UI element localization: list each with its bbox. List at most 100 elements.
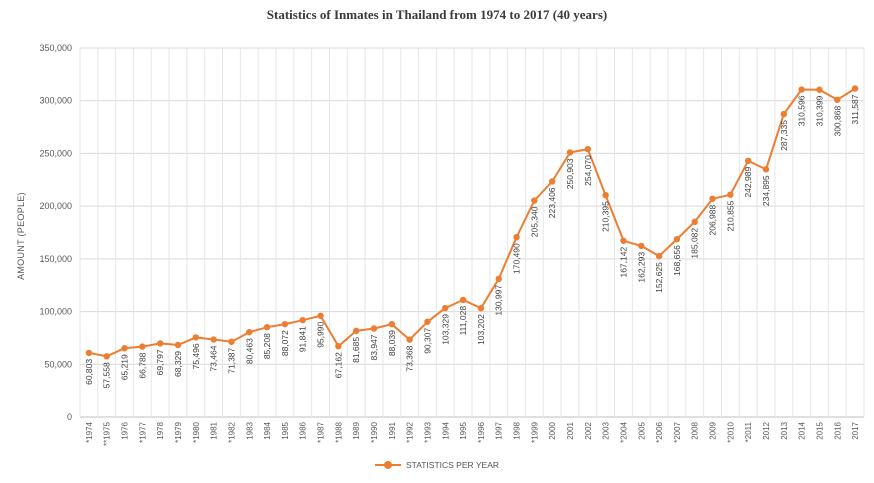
y-tick-labels: 0 50,000 100,000 150,000 200,000 250,000 300,0… (39, 43, 72, 422)
data-label: 60,803 (84, 359, 94, 385)
y-tick-label: 50,000 (44, 359, 72, 369)
x-tick-label: 1998 (513, 421, 522, 439)
data-point (442, 304, 449, 312)
data-label: 310,596 (797, 95, 807, 126)
data-label: 71,387 (226, 347, 236, 373)
x-tick-label: 1989 (352, 421, 361, 439)
data-point (566, 149, 574, 156)
data-point (335, 342, 342, 350)
data-label: 250,903 (565, 158, 575, 189)
data-label: 57,558 (102, 362, 112, 388)
x-tick-label: 2000 (548, 421, 557, 439)
data-label: 111,028 (458, 306, 468, 336)
data-label: 210,395 (601, 201, 611, 232)
data-label: 68,329 (173, 351, 183, 377)
x-tick-label: 2005 (637, 421, 646, 439)
x-tick-label: *1988 (334, 421, 343, 442)
x-tick-label: 2008 (691, 421, 700, 439)
data-point (210, 336, 217, 343)
data-label: 90,307 (422, 328, 432, 354)
data-label: 205,340 (529, 206, 539, 237)
data-point (727, 191, 734, 198)
data-point (816, 86, 823, 93)
y-tick-label: 150,000 (39, 254, 72, 264)
data-point (85, 349, 93, 357)
x-tick-label: *1977 (138, 421, 147, 442)
x-tick-label: *1982 (227, 421, 236, 442)
data-label: 167,142 (618, 247, 628, 278)
x-tick-label: 1997 (495, 421, 504, 439)
x-tick-label: 2017 (851, 421, 860, 439)
data-point (246, 328, 253, 336)
data-label: 242,989 (743, 167, 753, 198)
data-label: 85,208 (262, 333, 272, 359)
data-label: 88,072 (280, 330, 290, 356)
y-axis-label: AMOUNT (PEOPLE) (16, 192, 26, 280)
x-tick-labels: *1974 **1975 1976 *1977 1978 *1979 *1980 1981 *1… (85, 421, 860, 446)
data-point (139, 343, 146, 350)
x-tick-label: 1994 (441, 421, 450, 439)
x-tick-label: 2016 (833, 421, 842, 439)
data-point (156, 340, 164, 347)
x-tick-label: *2006 (655, 421, 664, 442)
x-tick-label: 1991 (388, 421, 397, 439)
x-tick-label: *1980 (192, 421, 201, 442)
x-tick-label: *1987 (317, 421, 326, 442)
data-point (513, 234, 520, 241)
data-label: 83,947 (369, 334, 379, 360)
data-point (780, 110, 788, 118)
x-tick-label: *1974 (85, 421, 94, 442)
data-label: 152,625 (654, 262, 664, 293)
x-tick-label: *1996 (477, 421, 486, 442)
data-point (388, 320, 396, 328)
data-point (638, 242, 645, 250)
x-tick-label: 2013 (780, 421, 789, 439)
data-labels: 60,803 57,558 65,219 66,788 69,797 68,329 75,4… (84, 94, 860, 388)
chart-title: Statistics of Inmates in Thailand from 1… (266, 7, 608, 22)
x-tick-label: 2003 (602, 421, 611, 439)
data-point (762, 166, 770, 173)
data-label: 206,988 (708, 205, 718, 236)
data-point (584, 145, 592, 153)
y-tick-label: 200,000 (39, 201, 72, 211)
y-tick-label: 300,000 (39, 96, 72, 106)
data-point (851, 85, 859, 92)
data-point (299, 316, 306, 324)
data-point (709, 195, 716, 202)
data-point (192, 334, 200, 341)
x-tick-label: *1992 (406, 421, 415, 442)
data-label: 168,656 (672, 245, 682, 276)
x-tick-label: *1990 (370, 421, 379, 442)
data-label: 73,464 (209, 345, 219, 371)
x-tick-label: 1976 (121, 421, 130, 439)
legend-line-marker (374, 460, 401, 470)
data-label: 75,496 (191, 343, 201, 369)
data-label: 130,997 (494, 285, 504, 316)
data-point (281, 320, 289, 328)
data-point (548, 178, 556, 185)
data-label: 170,490 (512, 243, 522, 274)
x-tick-label: 1984 (263, 421, 272, 439)
legend: STATISTICS PER YEAR (0, 460, 874, 470)
x-tick-label: 1983 (245, 421, 254, 439)
data-point (103, 353, 110, 360)
data-label: 310,399 (814, 95, 824, 126)
data-point (352, 327, 360, 335)
data-label: 103,202 (476, 314, 486, 345)
data-label: 67,162 (333, 352, 343, 378)
x-tick-label: *2004 (619, 421, 628, 442)
x-tick-label: *1999 (530, 421, 539, 442)
data-label: 185,082 (690, 228, 700, 259)
x-tick-label: 2014 (798, 421, 807, 439)
data-point (655, 252, 663, 260)
x-tick-label: 2012 (762, 421, 771, 439)
data-label: 223,406 (547, 187, 557, 218)
x-tick-label: 1981 (210, 421, 219, 439)
data-point (424, 318, 431, 325)
data-point (370, 325, 378, 332)
data-point (406, 336, 413, 343)
x-tick-label: *2007 (673, 421, 682, 442)
x-tick-label: 1986 (299, 421, 308, 439)
x-tick-label: *2010 (726, 421, 735, 442)
y-tick-label: 250,000 (39, 148, 72, 158)
